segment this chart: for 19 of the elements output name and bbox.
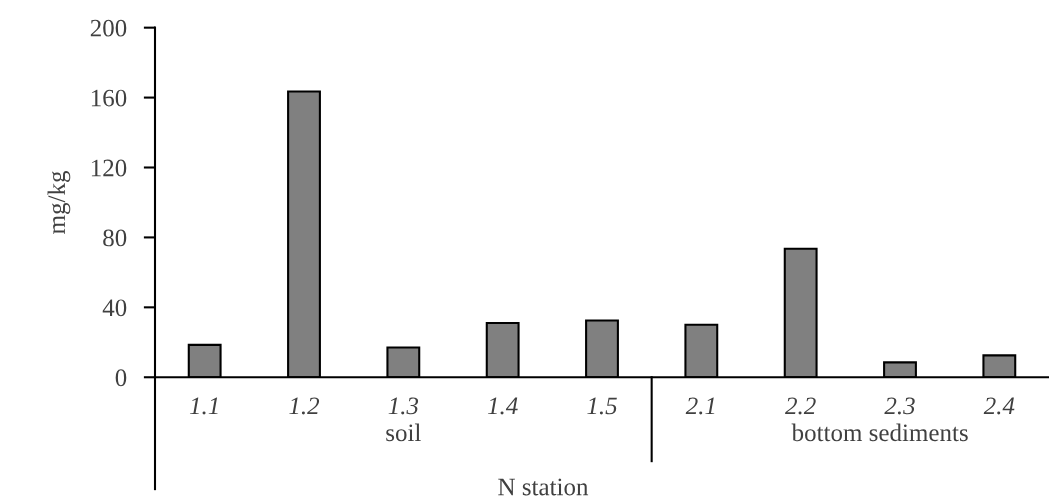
text: soil: [386, 423, 421, 442]
x-tick-label: 2.4: [983, 397, 1015, 415]
x-tick-label: 1.3: [388, 397, 419, 415]
x-tick-label: 1.2: [289, 397, 320, 415]
y-tick-label: 160: [91, 89, 127, 107]
y-tick-label: 120: [91, 159, 127, 177]
x-tick-label: 2.3: [884, 397, 915, 415]
x-axis-title: N station: [498, 478, 589, 496]
text: bottom sediments: [791, 423, 968, 442]
x-tick-label: 2.2: [785, 397, 816, 415]
x-tick-label: 1.4: [487, 397, 518, 415]
x-tick-label: 1.1: [189, 397, 218, 415]
y-tick-label: 200: [90, 19, 127, 37]
y-axis-title: mg/kg: [47, 170, 71, 234]
x-tick-label: 1.5: [587, 397, 617, 415]
x-tick-label: 2.1: [685, 397, 715, 415]
y-tick-label: 40: [102, 299, 127, 317]
y-tick-label: 80: [103, 229, 127, 247]
y-tick-label: 0: [115, 369, 127, 387]
